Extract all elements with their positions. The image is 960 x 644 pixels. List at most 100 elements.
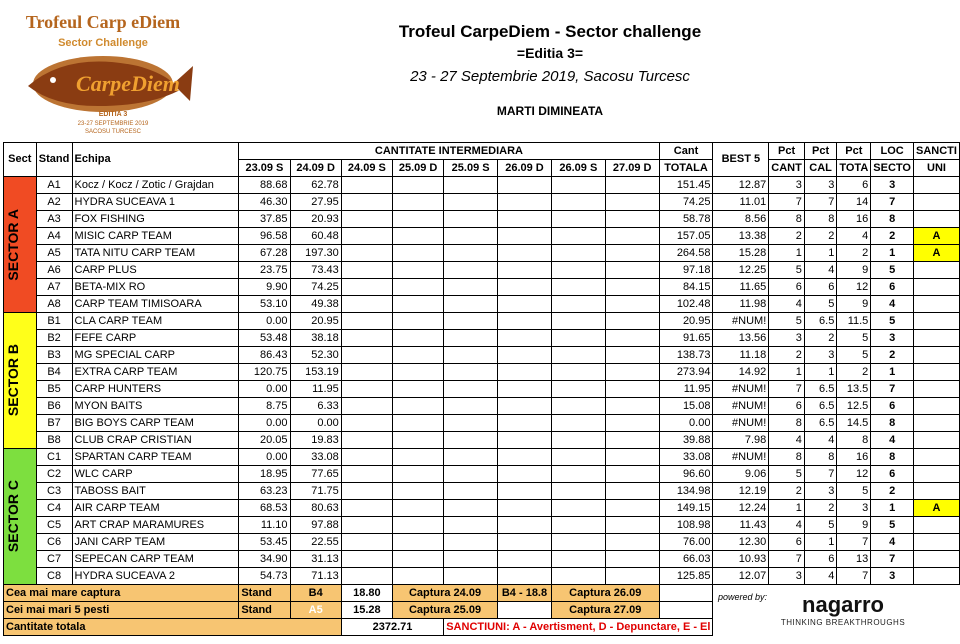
stand-cell: C5 — [35, 516, 73, 534]
day-value-cell: 153.19 — [289, 363, 342, 381]
col-best: BEST 5 — [712, 142, 770, 177]
stand-cell: B1 — [35, 312, 73, 330]
total-cell: 96.60 — [658, 465, 714, 483]
day-value-cell — [550, 533, 606, 551]
day-value-cell: 74.25 — [289, 278, 342, 296]
footer-label: Cei mai mari 5 pesti — [2, 601, 240, 619]
best5-cell: #NUM! — [712, 414, 770, 432]
team-cell: BIG BOYS CARP TEAM — [71, 414, 240, 432]
day-value-cell — [391, 346, 445, 364]
sanction-cell — [912, 295, 960, 313]
day-value-cell — [443, 414, 499, 432]
day-value-cell: 86.43 — [238, 346, 291, 364]
pct-cant-cell: 3 — [768, 176, 805, 194]
pct-cant-cell: 8 — [768, 210, 805, 228]
day-value-cell — [443, 516, 499, 534]
best5-cell: #NUM! — [712, 312, 770, 330]
sanction-cell — [912, 431, 960, 449]
day-value-cell — [443, 193, 499, 211]
pct-tota-cell: 5 — [836, 329, 872, 347]
day-value-cell — [391, 312, 445, 330]
pct-cal-cell: 1 — [803, 244, 838, 262]
sanction-cell — [912, 312, 960, 330]
pct-cal-cell: 7 — [803, 193, 838, 211]
day-value-cell — [497, 278, 552, 296]
table-row: A4 MISIC CARP TEAM 96.58 60.48 157.05 13.38 2 2… — [4, 227, 960, 245]
col-day: 25.09 S — [443, 159, 499, 177]
pct-cal-cell: 3 — [803, 176, 838, 194]
day-value-cell — [443, 465, 499, 483]
pct-cal-cell: 6 — [803, 278, 838, 296]
day-value-cell — [443, 346, 499, 364]
total-cell: 0.00 — [658, 414, 714, 432]
total-cell: 97.18 — [658, 261, 714, 279]
day-value-cell — [340, 516, 393, 534]
day-value-cell — [604, 193, 660, 211]
pct-tota-cell: 13.5 — [836, 380, 872, 398]
loc-cell: 4 — [870, 431, 914, 449]
pct-tota-cell: 5 — [836, 482, 872, 500]
day-value-cell — [340, 380, 393, 398]
table-row: A8 CARP TEAM TIMISOARA 53.10 49.38 102.48 11.… — [4, 295, 960, 313]
sanction-cell: A — [912, 227, 960, 245]
day-value-cell — [497, 295, 552, 313]
stand-cell: C6 — [35, 533, 73, 551]
day-value-cell — [497, 465, 552, 483]
stand-cell: C7 — [35, 550, 73, 568]
day-value-cell — [497, 193, 552, 211]
day-value-cell — [497, 567, 552, 585]
day-value-cell — [604, 380, 660, 398]
day-value-cell — [443, 533, 499, 551]
pct-tota-cell: 9 — [836, 261, 872, 279]
total-cell: 76.00 — [658, 533, 714, 551]
footer-stand-label: Stand — [238, 601, 291, 619]
day-value-cell — [340, 414, 393, 432]
day-value-cell — [550, 210, 606, 228]
stand-cell: A7 — [35, 278, 73, 296]
table-row: C3 TABOSS BAIT 63.23 71.75 134.98 12.19 2 3 5 2 — [4, 482, 960, 500]
day-value-cell — [550, 482, 606, 500]
best5-cell: 9.06 — [712, 465, 770, 483]
table-row: B2 FEFE CARP 53.48 38.18 91.65 13.56 3 2 5 3 — [4, 329, 960, 347]
day-value-cell: 197.30 — [289, 244, 342, 262]
day-value-cell — [550, 346, 606, 364]
day-value-cell — [391, 363, 445, 381]
day-value-cell — [443, 210, 499, 228]
team-cell: MG SPECIAL CARP — [71, 346, 240, 364]
day-value-cell: 80.63 — [289, 499, 342, 517]
day-value-cell: 68.53 — [238, 499, 291, 517]
day-value-cell: 53.45 — [238, 533, 291, 551]
col-day: 24.09 S — [340, 159, 393, 177]
col-sanct-1: SANCTI — [912, 142, 960, 160]
day-value-cell — [550, 295, 606, 313]
footer-blank — [712, 601, 960, 619]
nagarro-tagline: THINKING BREAKTHROUGHS — [780, 618, 906, 627]
best5-cell: 12.30 — [712, 533, 770, 551]
day-value-cell — [497, 244, 552, 262]
loc-cell: 1 — [870, 499, 914, 517]
day-value-cell: 11.10 — [238, 516, 291, 534]
day-value-cell: 53.10 — [238, 295, 291, 313]
sanction-cell — [912, 193, 960, 211]
best5-cell: 12.87 — [712, 176, 770, 194]
day-value-cell: 46.30 — [238, 193, 291, 211]
footer-capture-label: Captura 25.09 — [391, 601, 499, 619]
day-value-cell: 38.18 — [289, 329, 342, 347]
pct-tota-cell: 3 — [836, 499, 872, 517]
pct-cal-cell: 7 — [803, 465, 838, 483]
table-row: SECTOR C C1 SPARTAN CARP TEAM 0.00 33.08 33.0… — [3, 448, 960, 585]
col-day: 25.09 D — [391, 159, 445, 177]
pct-cal-cell: 6.5 — [803, 414, 838, 432]
day-value-cell — [391, 278, 445, 296]
pct-tota-cell: 13 — [836, 550, 872, 568]
footer-total-value: 2372.71 — [340, 618, 445, 636]
pct-tota-cell: 9 — [836, 516, 872, 534]
team-cell: Kocz / Kocz / Zotic / Grajdan — [71, 176, 240, 194]
col-intermediara: CANTITATE INTERMEDIARA — [238, 142, 660, 160]
day-value-cell — [340, 278, 393, 296]
col-pctcal-1: Pct — [803, 142, 838, 160]
day-value-cell — [443, 312, 499, 330]
day-value-cell: 37.85 — [238, 210, 291, 228]
pct-cant-cell: 7 — [768, 550, 805, 568]
day-value-cell — [604, 516, 660, 534]
